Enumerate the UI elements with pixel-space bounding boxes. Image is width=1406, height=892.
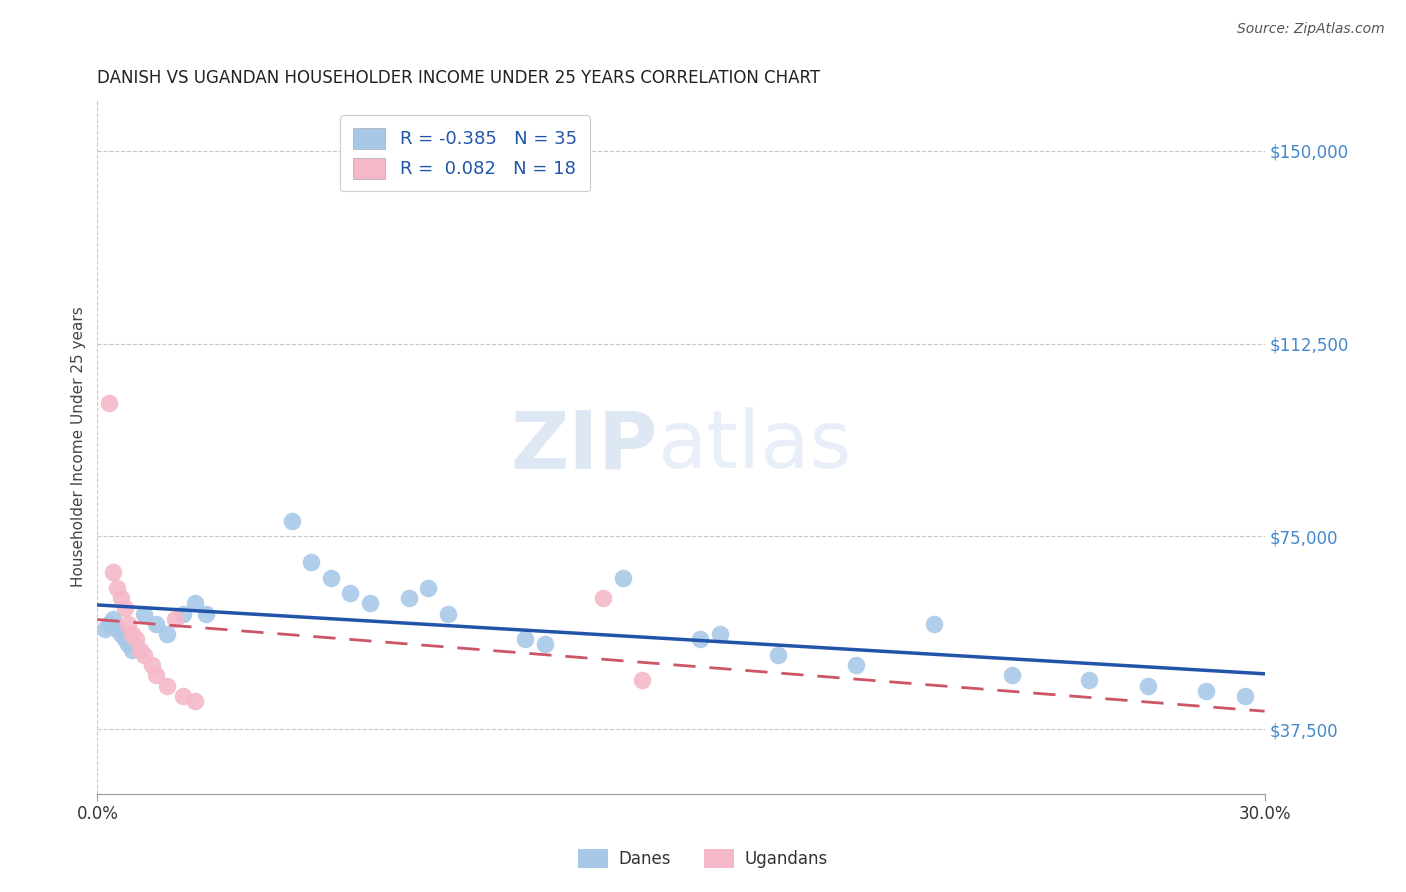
Point: [114, 601, 136, 615]
Point: [117, 616, 139, 631]
Point: [1195, 683, 1218, 698]
Point: [129, 642, 152, 657]
Text: Source: ZipAtlas.com: Source: ZipAtlas.com: [1237, 22, 1385, 37]
Point: [1078, 673, 1101, 688]
Text: ZIP: ZIP: [510, 408, 658, 485]
Point: [114, 632, 136, 647]
Point: [145, 616, 167, 631]
Point: [98, 616, 121, 631]
Point: [98, 395, 121, 409]
Text: atlas: atlas: [658, 408, 852, 485]
Point: [121, 642, 143, 657]
Point: [94, 622, 117, 636]
Point: [183, 694, 205, 708]
Point: [533, 638, 555, 652]
Point: [105, 622, 128, 636]
Point: [1136, 679, 1159, 693]
Point: [515, 632, 537, 647]
Point: [1001, 668, 1024, 682]
Point: [631, 673, 654, 688]
Point: [132, 607, 155, 621]
Point: [121, 627, 143, 641]
Point: [145, 668, 167, 682]
Point: [117, 638, 139, 652]
Text: DANISH VS UGANDAN HOUSEHOLDER INCOME UNDER 25 YEARS CORRELATION CHART: DANISH VS UGANDAN HOUSEHOLDER INCOME UND…: [97, 69, 821, 87]
Point: [110, 627, 132, 641]
Point: [156, 679, 179, 693]
Point: [101, 566, 124, 580]
Point: [359, 596, 381, 610]
Point: [689, 632, 711, 647]
Point: [709, 627, 731, 641]
Point: [845, 658, 868, 673]
Point: [319, 571, 342, 585]
Legend: Danes, Ugandans: Danes, Ugandans: [572, 842, 834, 875]
Point: [922, 616, 945, 631]
Point: [141, 658, 163, 673]
Point: [339, 586, 361, 600]
Point: [592, 591, 614, 606]
Point: [1234, 689, 1257, 703]
Point: [125, 632, 148, 647]
Point: [195, 607, 218, 621]
Point: [110, 591, 132, 606]
Point: [768, 648, 790, 662]
Point: [132, 648, 155, 662]
Point: [281, 514, 304, 528]
Point: [105, 581, 128, 595]
Point: [172, 689, 194, 703]
Point: [172, 607, 194, 621]
Point: [416, 581, 439, 595]
Point: [398, 591, 420, 606]
Point: [156, 627, 179, 641]
Point: [183, 596, 205, 610]
Point: [101, 612, 124, 626]
Point: [612, 571, 634, 585]
Point: [165, 612, 187, 626]
Legend: R = -0.385   N = 35, R =  0.082   N = 18: R = -0.385 N = 35, R = 0.082 N = 18: [340, 115, 589, 191]
Point: [436, 607, 458, 621]
Y-axis label: Householder Income Under 25 years: Householder Income Under 25 years: [72, 306, 86, 587]
Point: [299, 555, 322, 569]
